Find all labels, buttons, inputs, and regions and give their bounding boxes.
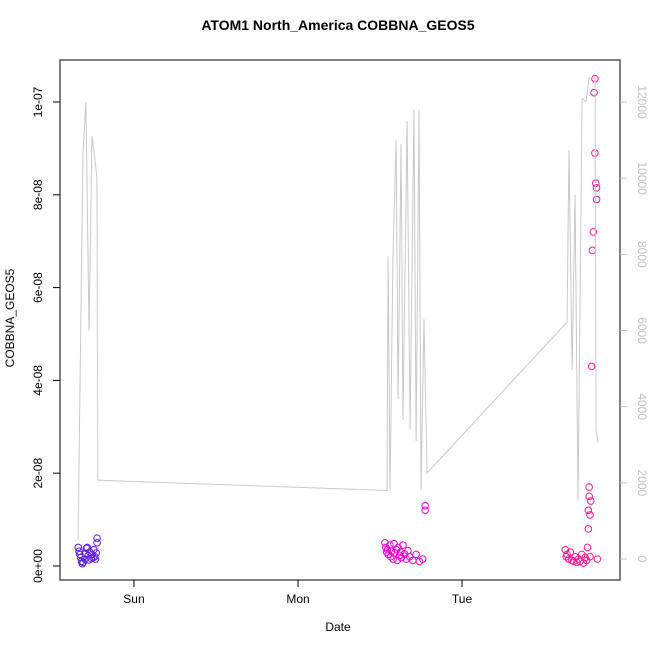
data-point xyxy=(74,543,83,552)
y-tick-label: 4e-08 xyxy=(31,365,45,396)
data-point xyxy=(592,195,601,204)
x-tick-label: Tue xyxy=(452,592,473,606)
data-point xyxy=(83,543,92,552)
y2-tick-label: 4000 xyxy=(635,393,649,420)
plot-box xyxy=(59,59,621,581)
data-point xyxy=(586,511,594,519)
data-point xyxy=(78,559,87,568)
y-tick-label: 1e-07 xyxy=(31,86,45,117)
data-point xyxy=(93,538,101,547)
data-point xyxy=(587,362,596,371)
data-point xyxy=(93,534,101,542)
data-point xyxy=(392,545,401,554)
y2-tick-label: 0 xyxy=(635,556,649,563)
data-point xyxy=(381,543,390,552)
data-point xyxy=(76,550,84,559)
y2-tick-label: 2000 xyxy=(635,469,649,496)
x-tick-label: Mon xyxy=(286,592,309,606)
data-point xyxy=(418,555,427,563)
y-tick-label: 0e+00 xyxy=(31,549,45,583)
data-point xyxy=(395,551,404,560)
data-point xyxy=(590,88,598,97)
y2-tick-label: 8000 xyxy=(635,241,649,268)
data-line xyxy=(77,77,599,540)
y-tick-label: 6e-08 xyxy=(31,272,45,303)
data-point xyxy=(584,525,593,533)
data-point xyxy=(587,497,595,505)
y-tick-label: 2e-08 xyxy=(31,458,45,489)
data-point xyxy=(589,228,598,236)
data-point xyxy=(585,492,593,501)
data-point xyxy=(566,548,575,556)
x-tick-label: Sun xyxy=(123,592,144,606)
data-point xyxy=(592,184,601,192)
data-point xyxy=(586,552,594,561)
x-axis-label: Date xyxy=(325,620,351,634)
data-point xyxy=(588,246,597,255)
y-axis-label: COBBNA_GEOS5 xyxy=(3,268,17,367)
data-point xyxy=(412,550,420,559)
y2-tick-label: 6000 xyxy=(635,317,649,344)
data-point xyxy=(421,501,429,510)
data-point xyxy=(396,548,405,556)
data-point xyxy=(383,545,392,554)
data-point xyxy=(399,541,407,549)
data-point xyxy=(381,538,389,547)
data-point xyxy=(585,483,593,491)
data-point xyxy=(394,543,402,552)
data-point xyxy=(421,506,429,515)
data-point xyxy=(584,506,593,515)
data-point xyxy=(593,555,602,563)
data-point xyxy=(583,543,592,552)
chart-title: ATOM1 North_America COBBNA_GEOS5 xyxy=(201,17,475,33)
data-point xyxy=(92,549,101,557)
y2-tick-label: 12000 xyxy=(635,85,649,119)
y-tick-label: 8e-08 xyxy=(31,179,45,210)
y2-tick-label: 10000 xyxy=(635,161,649,195)
